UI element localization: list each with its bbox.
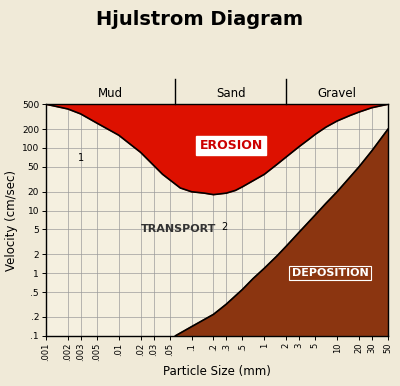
Text: 1: 1 — [78, 153, 84, 163]
Text: EROSION: EROSION — [200, 139, 263, 152]
Text: Hjulstrom Diagram: Hjulstrom Diagram — [96, 10, 304, 29]
Text: 2: 2 — [221, 222, 227, 232]
Polygon shape — [46, 104, 388, 195]
Polygon shape — [176, 129, 388, 336]
Text: Gravel: Gravel — [318, 87, 357, 100]
Y-axis label: Velocity (cm/sec): Velocity (cm/sec) — [5, 169, 18, 271]
Text: DEPOSITION: DEPOSITION — [292, 268, 368, 278]
Text: Mud: Mud — [98, 87, 123, 100]
X-axis label: Particle Size (mm): Particle Size (mm) — [163, 366, 271, 378]
Text: TRANSPORT: TRANSPORT — [141, 224, 216, 234]
Text: Sand: Sand — [216, 87, 246, 100]
